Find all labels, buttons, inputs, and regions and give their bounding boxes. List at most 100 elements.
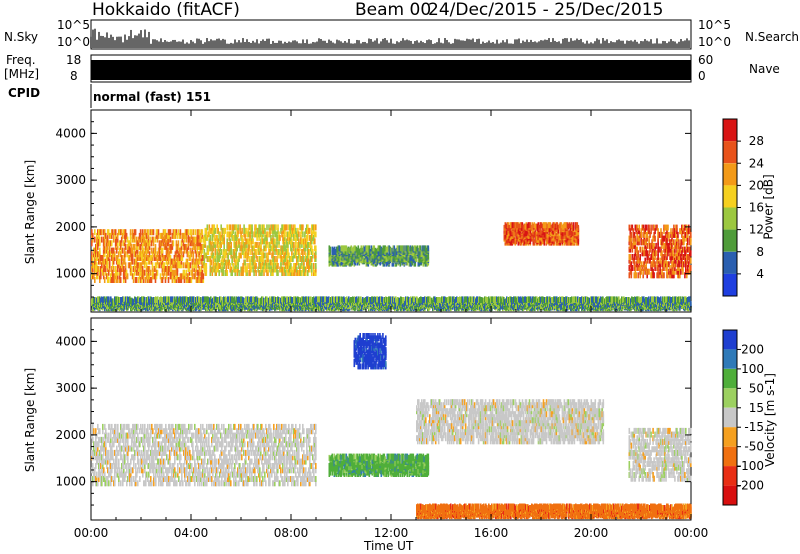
echo-cell [171, 232, 174, 239]
echo-cell [160, 262, 163, 269]
echo-cell [257, 245, 259, 252]
echo-cell [200, 258, 203, 265]
echo-cell [164, 277, 167, 283]
echo-cell [189, 277, 192, 283]
echo-cell [121, 247, 124, 254]
echo-cell [189, 262, 192, 269]
echo-cell [120, 247, 123, 254]
nsky-trace [90, 28, 690, 48]
echo-cell [646, 242, 648, 249]
echo-cell [311, 263, 313, 269]
echo-cell [110, 266, 113, 272]
echo-cell [192, 255, 195, 261]
echo-cell [116, 236, 119, 243]
echo-cell [301, 256, 303, 262]
echo-cell [195, 251, 198, 258]
echo-cell [185, 229, 188, 236]
echo-cell [175, 255, 178, 261]
echo-cell [96, 269, 98, 276]
echo-cell [307, 245, 309, 252]
echo-cell [123, 247, 126, 254]
echo-cell [221, 231, 223, 238]
echo-cell [203, 234, 206, 241]
echo-cell [176, 262, 179, 269]
echo-cell [136, 251, 139, 258]
echo-cell [246, 256, 248, 262]
echo-cell [198, 251, 201, 258]
echo-cell [115, 247, 118, 254]
echo-cell [176, 247, 179, 254]
echo-cell [242, 238, 244, 245]
echo-cell [291, 256, 293, 262]
echo-cell [250, 224, 252, 231]
echo-cell [277, 227, 279, 234]
echo-cell [98, 229, 100, 236]
echo-cell [262, 259, 264, 266]
echo-cell [306, 238, 308, 245]
echo-cell [312, 234, 314, 241]
echo-cell [209, 227, 212, 234]
echo-cell [302, 249, 304, 255]
echo-cell [294, 252, 296, 259]
echo-cell [184, 262, 187, 269]
echo-cell [265, 266, 267, 273]
echo-cell [314, 252, 316, 259]
echo-cell [96, 255, 98, 261]
echo-cell [238, 241, 240, 248]
echo-cell [293, 263, 295, 269]
echo-cell [306, 259, 308, 266]
echo-cell [133, 232, 136, 239]
echo-cell [271, 270, 273, 276]
echo-cell [173, 255, 176, 261]
echo-cell [91, 273, 93, 280]
echo-cell [140, 277, 143, 283]
echo-cell [157, 255, 160, 261]
echo-cell [311, 231, 313, 238]
echo-cell [100, 258, 102, 265]
echo-cell [292, 227, 294, 234]
echo-cell [282, 249, 284, 255]
echo-cell [300, 231, 302, 238]
echo-cell [199, 277, 202, 283]
echo-cell [315, 270, 317, 276]
echo-cell [289, 234, 291, 241]
echo-cell [253, 231, 255, 238]
echo-cell [310, 256, 312, 262]
echo-cell [112, 232, 115, 239]
echo-cell [248, 263, 250, 269]
echo-cell [180, 240, 183, 247]
echo-cell [225, 263, 227, 269]
echo-cell [654, 235, 656, 242]
echo-cell [233, 241, 235, 248]
echo-cell [208, 231, 211, 238]
echo-cell [337, 260, 340, 267]
echo-cell [167, 255, 170, 261]
echo-cell [305, 270, 307, 276]
echo-cell [264, 234, 266, 241]
echo-cell [193, 236, 196, 243]
echo-cell [301, 263, 303, 269]
echo-cell [268, 249, 270, 255]
echo-cell [266, 234, 268, 241]
echo-cell [131, 251, 134, 258]
echo-cell [246, 238, 248, 245]
echo-cell [120, 236, 123, 243]
echo-cell [102, 229, 105, 236]
echo-cell [256, 241, 258, 248]
echo-cell [678, 239, 680, 246]
echo-cell [180, 243, 183, 250]
echo-cell [184, 273, 187, 280]
echo-cell [211, 270, 214, 276]
echo-cell [228, 224, 230, 231]
echo-cell [284, 245, 286, 252]
echo-cell [129, 247, 132, 254]
echo-cell [205, 231, 208, 238]
echo-cell [216, 238, 218, 245]
echo-cell [247, 238, 249, 245]
echo-cell [108, 232, 111, 239]
echo-cell [246, 252, 248, 259]
echo-cell [126, 273, 129, 280]
echo-cell [142, 269, 145, 276]
echo-cell [245, 241, 247, 248]
echo-cell [211, 234, 214, 241]
